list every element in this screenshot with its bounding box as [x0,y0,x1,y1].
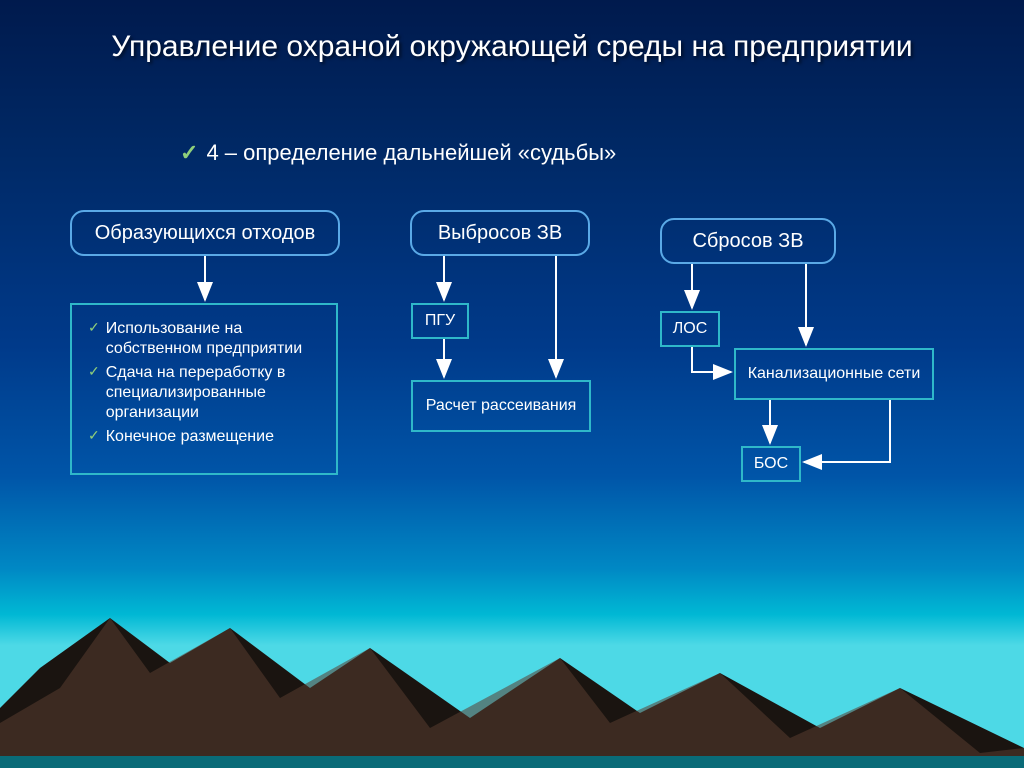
emissions-header: Выбросов ЗВ [410,210,590,256]
discharges-header: Сбросов ЗВ [660,218,836,264]
arrow [804,400,890,462]
sewer-box: Канализационные сети [734,348,934,400]
check-icon: ✓ [88,363,100,381]
waste-list-item-text: Конечное размещение [106,427,274,447]
arrow [692,347,731,372]
waste-list-item-text: Использование на собственном предприятии [106,319,322,359]
waste-header: Образующихся отходов [70,210,340,256]
discharges-header-label: Сбросов ЗВ [692,230,803,253]
waste-list-item-text: Сдача на переработку в специализированны… [106,363,322,423]
calc-box: Расчет рассеивания [411,380,591,432]
waste-list-items: ✓ Использование на собственном предприяти… [88,319,322,447]
check-icon: ✓ [88,427,100,445]
waste-header-label: Образующихся отходов [95,222,316,245]
check-icon: ✓ [180,140,198,165]
waste-list-item: ✓ Использование на собственном предприяти… [88,319,322,359]
los-box: ЛОС [660,311,720,347]
pgu-label: ПГУ [425,312,455,330]
waste-list: ✓ Использование на собственном предприяти… [70,303,338,475]
waste-list-item: ✓ Сдача на переработку в специализированн… [88,363,322,423]
los-label: ЛОС [673,320,708,338]
bos-label: БОС [754,455,788,473]
check-icon: ✓ [88,319,100,337]
slide-title: Управление охраной окружающей среды на п… [0,30,1024,64]
subtitle-text: 4 – определение дальнейшей «судьбы» [206,140,616,165]
calc-label: Расчет рассеивания [426,397,577,415]
slide: Управление охраной окружающей среды на п… [0,0,1024,768]
emissions-header-label: Выбросов ЗВ [438,222,562,245]
content-layer: Управление охраной окружающей среды на п… [0,0,1024,768]
sewer-label: Канализационные сети [748,365,921,383]
subtitle: ✓ 4 – определение дальнейшей «судьбы» [180,140,616,166]
waste-list-item: ✓ Конечное размещение [88,427,322,447]
pgu-box: ПГУ [411,303,469,339]
bos-box: БОС [741,446,801,482]
